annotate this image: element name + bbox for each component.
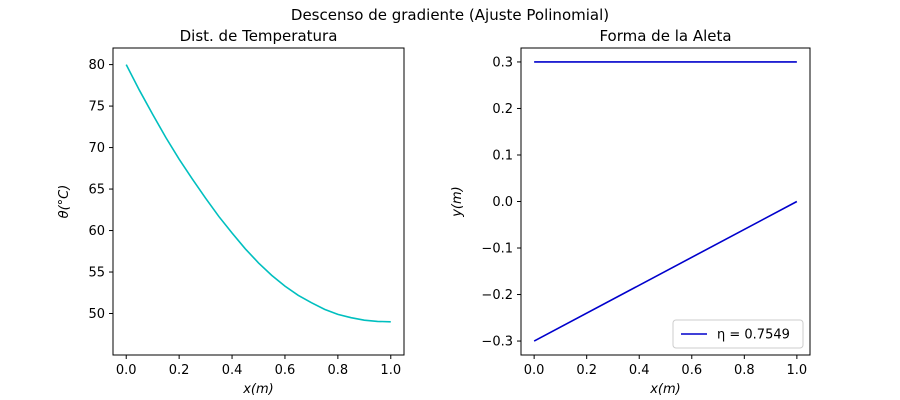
x-tick-label: 1.0 (787, 363, 808, 378)
legend-label: η = 0.7549 (717, 328, 790, 343)
y-tick-label: 75 (88, 100, 105, 115)
x-tick-label: 0.6 (275, 363, 296, 378)
y-tick-label: −0.3 (481, 335, 513, 350)
x-tick-label: 0.4 (629, 363, 650, 378)
series-line-1 (125, 64, 391, 323)
plot-frame (112, 47, 405, 356)
plot-frame (520, 47, 811, 356)
legend-box (672, 319, 804, 349)
y-tick-label: −0.2 (481, 288, 513, 303)
x-axis-label: x(m) (649, 382, 681, 397)
temperature-plot: 0.0 0.2 0.4 0.6 0.8 1.0 50 55 60 65 70 75 80 Dist. de… (57, 27, 405, 397)
x-tick-label: 0.2 (169, 363, 190, 378)
y-axis-label: y(m) (450, 186, 465, 218)
legend: η = 0.7549 (672, 319, 804, 349)
y-tick-label: 60 (88, 224, 105, 239)
plot-title: Dist. de Temperatura (180, 27, 338, 45)
y-tick-label: 0.0 (492, 195, 513, 210)
y-tick-label: 55 (88, 266, 105, 281)
y-tick-label: 0.2 (492, 102, 513, 117)
y-tick-label: 70 (88, 141, 105, 156)
y-tick-label: −0.1 (481, 242, 513, 257)
x-tick-label: 1.0 (380, 363, 401, 378)
series-line-2 (533, 200, 798, 342)
y-axis-label: θ(°C) (57, 185, 72, 219)
y-tick-label: 50 (88, 307, 105, 322)
x-tick-label: 0.6 (681, 363, 702, 378)
fin-shape-plot: 0.0 0.2 0.4 0.6 0.8 1.0 −0.3 −0.2 −0.1 0.0 0.1 0.2 0… (450, 27, 811, 397)
y-tick-label: 65 (88, 183, 105, 198)
y-tick-label: 0.1 (492, 148, 513, 163)
x-tick-label: 0.2 (576, 363, 597, 378)
x-tick-label: 0.0 (524, 363, 545, 378)
x-tick-label: 0.0 (116, 363, 137, 378)
y-tick-label: 80 (88, 58, 105, 73)
x-axis-label: x(m) (242, 382, 274, 397)
y-tick-label: 0.3 (492, 55, 513, 70)
figure-suptitle: Descenso de gradiente (Ajuste Polinomial… (291, 6, 609, 24)
x-tick-label: 0.4 (222, 363, 243, 378)
plot-title: Forma de la Aleta (599, 27, 731, 45)
x-tick-label: 0.8 (328, 363, 349, 378)
x-tick-label: 0.8 (734, 363, 755, 378)
